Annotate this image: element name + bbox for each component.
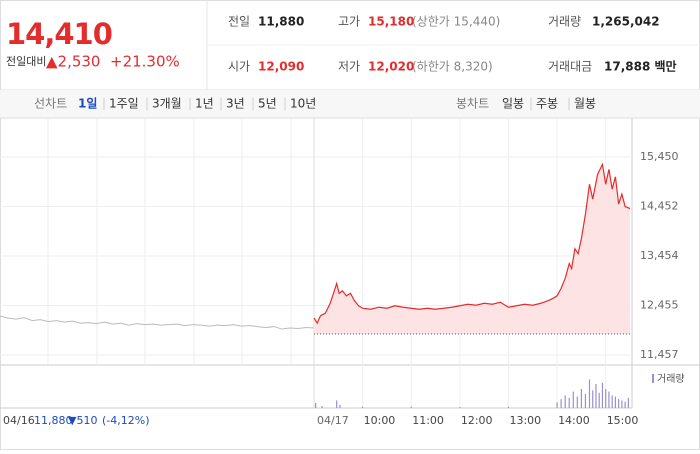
stat-label: 거래대금 [548, 60, 592, 74]
tab[interactable]: 일봉 [502, 97, 524, 111]
stat-value: 12,090 [258, 60, 304, 74]
volume-bar [608, 391, 610, 408]
volume-bar [410, 406, 412, 408]
volume-bar [459, 407, 461, 408]
y-tick-label: 13,454 [640, 249, 679, 262]
tab[interactable]: 1주일 [109, 97, 139, 111]
volume-bar [621, 400, 623, 408]
footer-date: 04/16 [3, 414, 35, 427]
volume-bar [556, 402, 558, 408]
volume-bar [507, 406, 510, 408]
volume-bar [362, 406, 364, 408]
stat-label: 시가 [228, 60, 250, 74]
change-pct: +21.30% [110, 53, 180, 71]
tab[interactable]: 1년 [195, 97, 214, 111]
volume-bar [611, 395, 613, 408]
stat-note: (하한가 8,320) [412, 60, 493, 74]
volume-bar [572, 391, 574, 408]
stats: 전일 11,880 고가 15,180(상한가 15,440) 거래량 1,265,042… [228, 15, 677, 74]
x-tick-label: 12:00 [461, 414, 493, 427]
tab-bar [0, 90, 700, 118]
x-tick-label: 15:00 [607, 414, 639, 427]
y-tick-label: 14,452 [640, 199, 679, 212]
tab[interactable]: 10년 [290, 97, 316, 111]
previous-line [0, 315, 315, 330]
volume-bar [584, 394, 587, 408]
y-tick-label: 12,455 [640, 298, 679, 311]
volume-bar [588, 379, 591, 408]
tab[interactable]: 1일 [78, 97, 97, 111]
tab[interactable]: 3개월 [152, 97, 182, 111]
volume-bar [605, 389, 607, 408]
change-label: 전일대비 [6, 54, 46, 68]
today-area [314, 164, 630, 335]
tab[interactable]: 3년 [226, 97, 245, 111]
plot: 15,450 14,452 13,454 12,455 11,457 04/17 10:00… [0, 118, 700, 427]
tab[interactable]: 5년 [258, 97, 277, 111]
x-tick-label: 10:00 [364, 414, 396, 427]
volume-bar [321, 406, 323, 408]
volume-bar [315, 402, 317, 408]
stat-value: 17,888 백만 [604, 59, 677, 74]
stat-value: 12,020 [368, 60, 414, 74]
stat-label: 전일 [228, 15, 250, 29]
y-tick-label: 15,450 [640, 150, 679, 163]
tabs: 선차트 1일 1주일 3개월 1년 3년 5년 10년 봉차트 일봉 주봉 월봉 [34, 97, 596, 111]
volume-bar [580, 389, 582, 408]
volume-bar [336, 400, 338, 408]
stat-note: (상한가 15,440) [412, 15, 500, 29]
y-tick-label: 11,457 [640, 348, 679, 361]
volume-bar [624, 401, 626, 408]
legend-label: 거래량 [657, 373, 685, 385]
volume-bar [564, 395, 566, 408]
stat-value: 11,880 [258, 15, 304, 29]
stat-value: 15,180 [368, 15, 414, 29]
x-tick-label: 13:00 [509, 414, 541, 427]
footer-pct: (-4,12%) [102, 414, 150, 427]
volume-bar [627, 397, 629, 408]
footer-close: 11,880 [34, 414, 73, 427]
tab-label: 봉차트 [456, 97, 489, 111]
volume-bar [560, 399, 562, 408]
stat-value: 1,265,042 [592, 15, 660, 29]
volume-bar [592, 390, 594, 408]
stat-label: 거래량 [548, 15, 581, 29]
tab[interactable]: 월봉 [574, 97, 596, 111]
price: 14,410 [6, 17, 112, 51]
stat-label: 저가 [338, 60, 360, 74]
volume-bar [601, 382, 604, 408]
volume-bar [576, 396, 578, 408]
volume-bar [568, 397, 570, 408]
tab[interactable]: 주봉 [536, 97, 558, 111]
legend-swatch [652, 374, 654, 383]
volume-bar [595, 383, 597, 408]
change-amount: ▲2,530 [46, 53, 100, 71]
volume-bar [339, 404, 341, 408]
volume-bar [618, 399, 620, 408]
tab-label: 선차트 [34, 97, 67, 111]
volume-bar [614, 396, 617, 408]
stat-label: 고가 [338, 15, 360, 29]
volume-bar [598, 392, 600, 408]
x-tick-label: 11:00 [412, 414, 444, 427]
footer-change: ▼510 [68, 414, 97, 427]
today-line [313, 162, 631, 325]
x-tick-label: 04/17 [317, 414, 349, 427]
x-tick-label: 14:00 [558, 414, 590, 427]
